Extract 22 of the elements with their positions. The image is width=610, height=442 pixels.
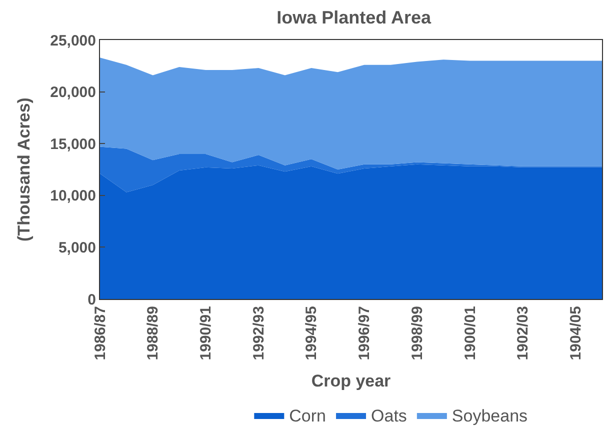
y-tick-label: 10,000 (50, 188, 96, 205)
x-axis-title: Crop year (311, 372, 392, 391)
x-tick-label: 1904/05 (567, 306, 584, 360)
x-tick-label: 1992/93 (250, 306, 268, 360)
y-tick-label: 0 (88, 291, 96, 308)
y-axis-title: (Thousand Acres) (14, 98, 34, 242)
y-tick-label: 25,000 (50, 32, 96, 50)
x-tick-label: 1988/89 (144, 306, 162, 360)
y-tick-label: 5,000 (58, 239, 96, 256)
y-tick-label: 15,000 (50, 136, 96, 153)
x-tick-label: 1998/99 (408, 306, 426, 360)
x-tick-label: 1900/01 (462, 306, 479, 360)
x-tick-label: 1902/03 (514, 306, 532, 360)
x-tick-label: 1996/97 (356, 306, 374, 360)
legend-label: Corn (289, 406, 326, 426)
x-tick-label: 1994/95 (303, 306, 320, 360)
y-tick-label: 20,000 (50, 84, 96, 102)
legend-label: Soybeans (452, 406, 528, 426)
x-tick-label: 1990/91 (198, 306, 215, 360)
x-tick-label: 1986/87 (92, 306, 109, 360)
legend-label: Oats (371, 406, 407, 426)
chart-title: Iowa Planted Area (276, 8, 432, 28)
